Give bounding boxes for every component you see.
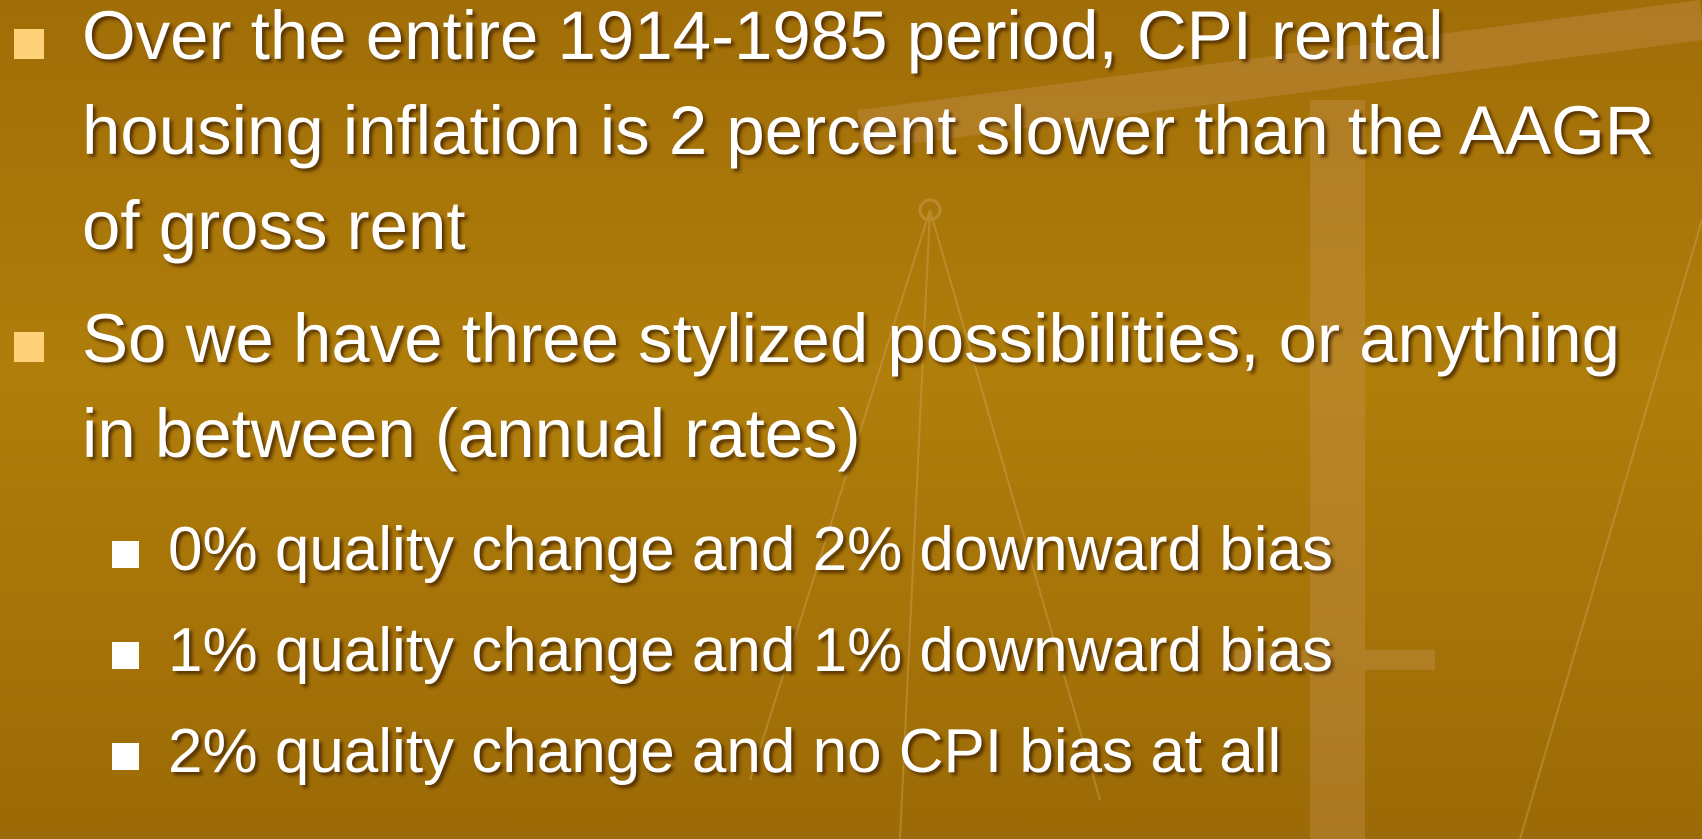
bullet: So we have three stylized possibilities,… <box>0 291 1682 481</box>
slide: Over the entire 1914-1985 period, CPI re… <box>0 0 1702 839</box>
content: Over the entire 1914-1985 period, CPI re… <box>0 0 1702 802</box>
sub-bullet: 2% quality change and no CPI bias at all <box>0 701 1702 802</box>
bullet: Over the entire 1914-1985 period, CPI re… <box>0 0 1682 273</box>
sub-bullet: 0% quality change and 2% downward bias <box>0 499 1702 600</box>
sub-bullet: 1% quality change and 1% downward bias <box>0 600 1702 701</box>
sub-list: 0% quality change and 2% downward bias 1… <box>0 499 1702 802</box>
